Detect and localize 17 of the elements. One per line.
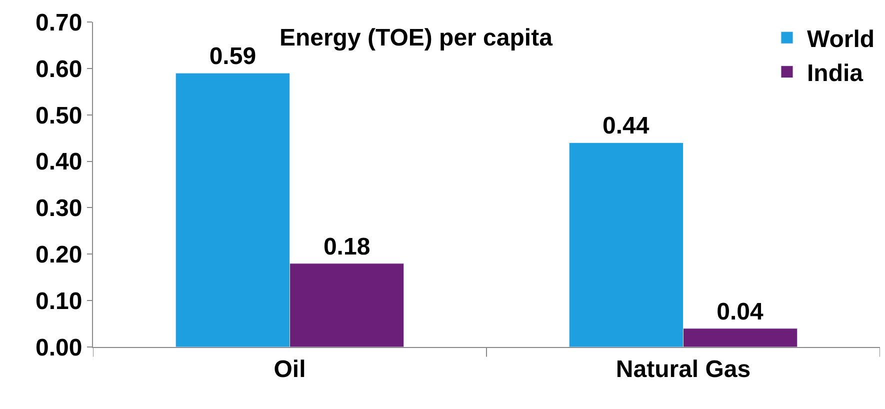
data-label: 0.04 xyxy=(716,298,764,326)
text: 0.60 xyxy=(35,56,82,83)
data-label: 0.18 xyxy=(323,233,370,260)
legend-label: India xyxy=(807,60,864,88)
text: 0.00 xyxy=(35,334,82,362)
data-label: 0.44 xyxy=(602,112,650,140)
text: 0.70 xyxy=(35,9,82,36)
chart-title: Energy (TOE) per capita xyxy=(279,24,554,52)
text: 0.40 xyxy=(35,148,82,176)
text: 0.10 xyxy=(35,288,82,315)
data-label: 0.59 xyxy=(209,43,256,70)
text: 0.50 xyxy=(35,102,82,130)
text: 0.30 xyxy=(35,195,82,222)
text: 0.20 xyxy=(35,242,82,269)
x-tick-label: Natural Gas xyxy=(616,356,751,383)
legend-label: World xyxy=(807,26,875,53)
x-tick-label: Oil xyxy=(274,356,306,383)
